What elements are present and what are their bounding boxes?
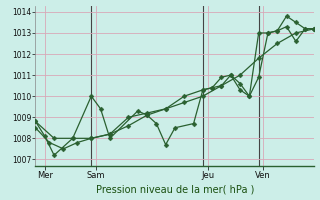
X-axis label: Pression niveau de la mer( hPa ): Pression niveau de la mer( hPa ) xyxy=(96,184,254,194)
